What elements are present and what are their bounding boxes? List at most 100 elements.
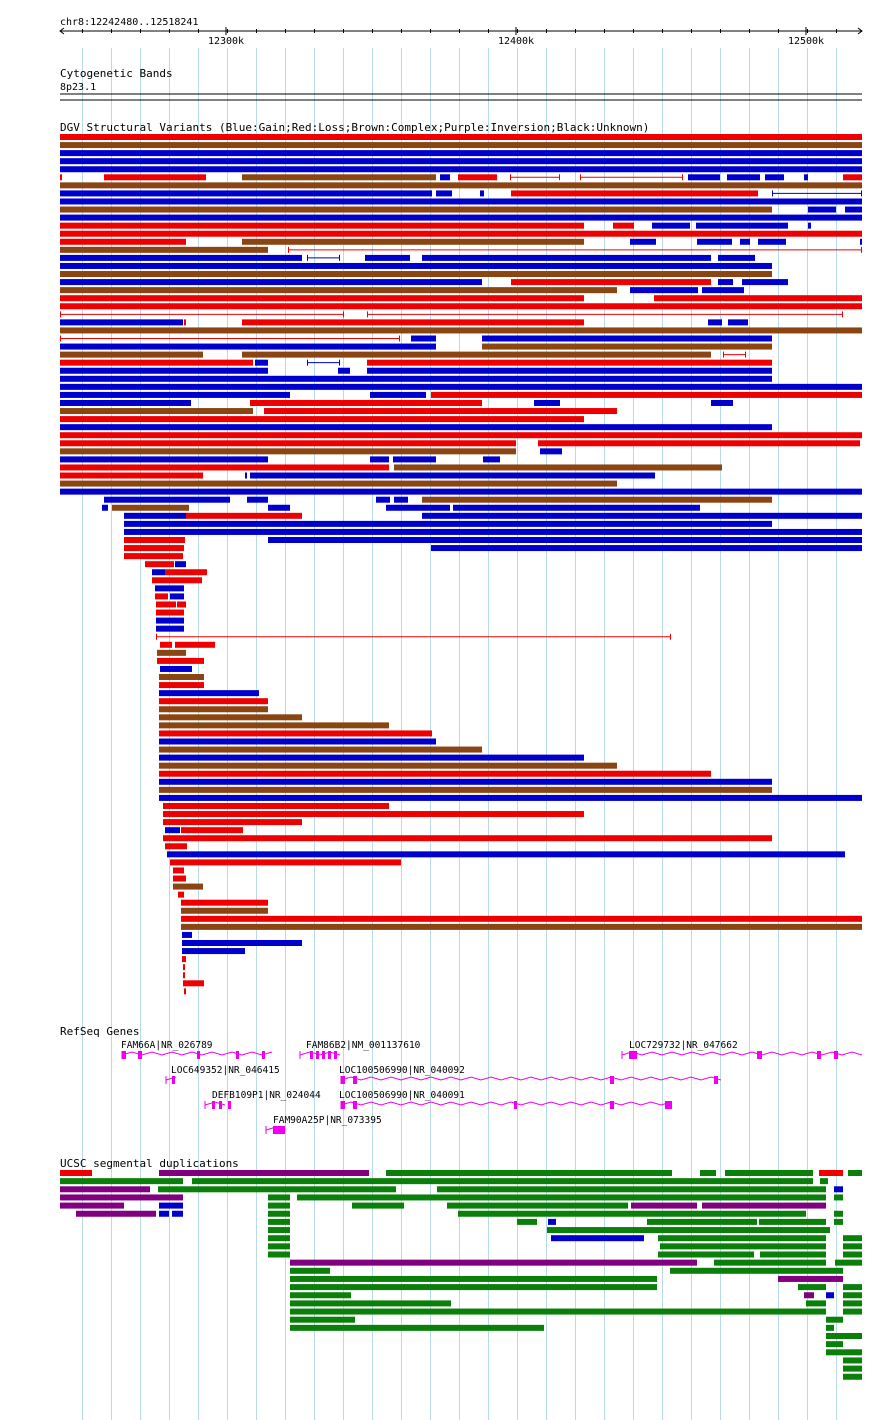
dgv-variant[interactable] (181, 899, 268, 906)
dgv-variant[interactable] (181, 923, 862, 930)
dgv-variant[interactable] (613, 222, 634, 229)
dgv-variant[interactable] (60, 262, 772, 269)
dgv-variant[interactable] (152, 577, 202, 584)
gene-exon[interactable] (122, 1051, 126, 1059)
segdup-feature[interactable] (352, 1202, 404, 1209)
segdup-feature[interactable] (647, 1218, 757, 1225)
dgv-variant[interactable] (60, 448, 516, 455)
dgv-variant[interactable] (60, 246, 268, 253)
dgv-variant[interactable] (60, 391, 290, 398)
segdup-feature[interactable] (192, 1178, 813, 1185)
dgv-variant[interactable] (159, 770, 711, 777)
dgv-variant[interactable] (845, 206, 862, 213)
segdup-feature[interactable] (660, 1243, 826, 1250)
dgv-variant[interactable] (178, 891, 184, 898)
dgv-variant[interactable] (157, 657, 204, 664)
dgv-variant[interactable] (688, 174, 720, 181)
dgv-variant[interactable] (652, 222, 690, 229)
gene-exon[interactable] (228, 1101, 231, 1109)
dgv-variant[interactable] (163, 811, 584, 818)
segdup-feature[interactable] (60, 1178, 183, 1185)
dgv-variant[interactable] (60, 480, 617, 487)
segdup-feature[interactable] (386, 1170, 672, 1176)
gene-label[interactable]: FAM86B2|NM_001137610 (306, 1040, 421, 1051)
segdup-feature[interactable] (547, 1227, 830, 1234)
dgv-variant[interactable] (422, 512, 862, 519)
dgv-variant[interactable] (165, 843, 187, 850)
dgv-variant[interactable] (177, 601, 186, 608)
segdup-feature[interactable] (843, 1284, 862, 1291)
segdup-feature[interactable] (268, 1218, 290, 1225)
segdup-feature[interactable] (725, 1170, 813, 1176)
segdup-feature[interactable] (826, 1292, 834, 1299)
dgv-variant[interactable] (124, 545, 184, 552)
dgv-variant[interactable] (173, 867, 184, 874)
segdup-feature[interactable] (76, 1210, 156, 1217)
dgv-variant[interactable] (159, 746, 482, 753)
segdup-feature[interactable] (826, 1324, 834, 1331)
dgv-variant[interactable] (182, 940, 302, 946)
segdup-feature[interactable] (60, 1202, 124, 1209)
segdup-feature[interactable] (798, 1284, 826, 1291)
segdup-feature[interactable] (820, 1178, 828, 1185)
gene-exon[interactable] (629, 1051, 637, 1059)
segdup-feature[interactable] (172, 1210, 183, 1217)
dgv-variant[interactable] (160, 665, 192, 672)
dgv-variant[interactable] (808, 222, 811, 229)
dgv-variant[interactable] (104, 174, 206, 181)
dgv-variant[interactable] (159, 682, 204, 689)
segdup-feature[interactable] (843, 1300, 862, 1307)
dgv-variant[interactable] (696, 222, 788, 229)
dgv-variant[interactable] (60, 150, 862, 157)
dgv-variant[interactable] (159, 698, 268, 705)
dgv-variant[interactable] (422, 254, 711, 261)
segdup-feature[interactable] (658, 1235, 826, 1242)
dgv-variant[interactable] (242, 319, 584, 326)
dgv-variant[interactable] (394, 464, 722, 471)
gene-exon[interactable] (316, 1051, 319, 1059)
dgv-variant[interactable] (60, 230, 862, 237)
dgv-variant[interactable] (163, 819, 302, 826)
gene-exon[interactable] (219, 1101, 222, 1109)
dgv-variant[interactable] (765, 174, 784, 181)
dgv-variant[interactable] (718, 279, 733, 286)
dgv-variant[interactable] (60, 166, 862, 173)
segdup-feature[interactable] (843, 1251, 862, 1258)
dgv-variant[interactable] (60, 367, 268, 374)
dgv-variant[interactable] (436, 190, 452, 197)
segdup-feature[interactable] (834, 1218, 843, 1225)
dgv-variant[interactable] (159, 730, 432, 737)
segdup-feature[interactable] (843, 1235, 862, 1242)
dgv-variant[interactable] (728, 319, 748, 326)
dgv-variant[interactable] (170, 593, 184, 600)
dgv-variant[interactable] (167, 851, 845, 858)
dgv-variant[interactable] (60, 383, 862, 390)
segdup-feature[interactable] (159, 1210, 169, 1217)
gene-exon[interactable] (714, 1076, 718, 1084)
dgv-variant[interactable] (60, 214, 862, 221)
dgv-variant[interactable] (268, 504, 290, 511)
gene-exon[interactable] (138, 1051, 142, 1059)
segdup-feature[interactable] (826, 1333, 843, 1339)
segdup-feature[interactable] (843, 1243, 862, 1250)
dgv-variant[interactable] (60, 408, 253, 415)
gene-label[interactable]: FAM90A25P|NR_073395 (273, 1115, 382, 1126)
dgv-variant[interactable] (250, 472, 655, 479)
dgv-variant[interactable] (255, 359, 268, 366)
segdup-feature[interactable] (290, 1275, 657, 1282)
dgv-variant[interactable] (159, 794, 862, 801)
gene-exon[interactable] (353, 1101, 357, 1109)
dgv-variant[interactable] (242, 238, 584, 245)
segdup-feature[interactable] (778, 1275, 843, 1282)
dgv-variant[interactable] (860, 238, 862, 245)
dgv-variant[interactable] (60, 472, 203, 479)
segdup-feature[interactable] (268, 1202, 290, 1209)
dgv-variant[interactable] (483, 456, 500, 463)
dgv-variant[interactable] (458, 174, 497, 181)
cytoband-track-title[interactable]: Cytogenetic Bands (60, 67, 173, 80)
dgv-variant[interactable] (702, 287, 744, 294)
segdup-feature[interactable] (60, 1186, 150, 1193)
dgv-variant[interactable] (112, 504, 189, 511)
dgv-variant[interactable] (159, 738, 436, 745)
segdup-feature[interactable] (843, 1365, 862, 1372)
